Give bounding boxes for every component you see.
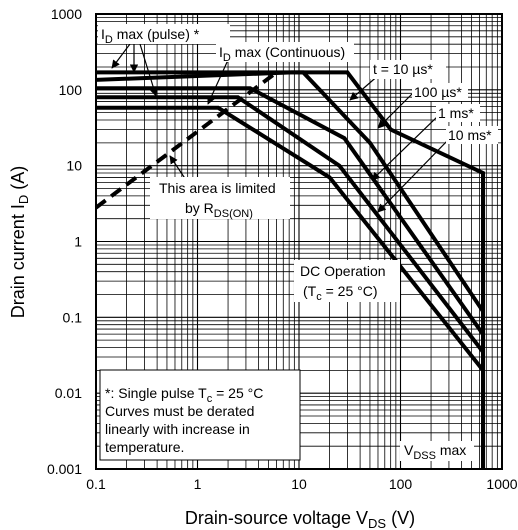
y-tick-label: 1000: [51, 6, 82, 22]
note-line2: Curves must be derated: [105, 403, 254, 419]
label-dc-line1: DC Operation: [300, 263, 386, 279]
note-line1-a: *: Single pulse T: [105, 385, 207, 401]
arrow-1ms: [371, 115, 439, 181]
label-id-pulse-main: I: [101, 26, 105, 42]
arrow-id-pulse-3: [139, 43, 158, 97]
label-id-cont: ID max (Continuous): [219, 44, 345, 64]
label-dc-line2: (Tc = 25 °C): [303, 283, 378, 303]
x-axis-title: Drain-source voltage VDS (V): [185, 508, 415, 530]
series-lines: [94, 70, 485, 469]
x-tick-label: 100: [389, 476, 413, 492]
label-vdss-sub: DSS: [413, 450, 436, 462]
arrow-10ms: [377, 137, 451, 213]
y-tick-labels: 0.001 0.01 0.1 1 10 100 1000: [47, 6, 82, 477]
label-vdss: VDSS max: [404, 442, 466, 462]
label-bg-id-cont: [216, 42, 354, 62]
series-line-5: [96, 105, 485, 469]
x-tick-label: 1000: [486, 476, 517, 492]
label-dc-line2-sub: c: [316, 291, 322, 303]
arrow-id-pulse-1: [111, 43, 131, 69]
y-axis-title-sub: D: [16, 195, 31, 204]
note-line1: *: Single pulse Tc = 25 °C: [105, 385, 263, 405]
note-line1-b: = 25 °C: [212, 385, 263, 401]
label-id-pulse-rest: max (pulse) *: [113, 26, 200, 42]
label-bg-id-pulse: [98, 24, 230, 44]
label-id-cont-rest: max (Continuous): [231, 44, 345, 60]
label-bg-dc: [294, 260, 400, 302]
label-bg-t100us: [412, 83, 468, 101]
note-line4: temperature.: [105, 439, 184, 455]
label-dc-line2-open: (T: [303, 283, 317, 299]
y-tick-label: 1: [74, 234, 82, 250]
y-tick-label: 0.01: [55, 385, 82, 401]
label-id-cont-sub: D: [223, 52, 231, 64]
y-tick-label: 0.001: [47, 461, 82, 477]
label-id-cont-main: I: [219, 44, 223, 60]
note-line1-sub: c: [207, 393, 213, 405]
label-area-line2-main: by R: [185, 200, 214, 216]
label-area-line2-sub: DS(ON): [214, 208, 253, 220]
label-bg-t10ms: [446, 126, 498, 144]
plot-frame: [95, 13, 503, 470]
y-tick-label: 100: [59, 82, 83, 98]
label-id-pulse-sub: D: [105, 34, 113, 46]
arrow-100us: [377, 93, 413, 129]
label-bg-t1ms: [436, 104, 480, 122]
label-t1ms: 1 ms*: [438, 105, 474, 121]
y-axis-title: Drain current ID (A): [8, 166, 31, 318]
label-vdss-rest: max: [436, 442, 466, 458]
annotations: ID max (pulse) * ID max (Continuous) t =…: [98, 24, 498, 462]
label-t10us: t = 10 µs*: [373, 61, 433, 77]
x-tick-label: 1: [194, 476, 202, 492]
label-bg-vdss: [400, 441, 474, 461]
y-tick-label: 10: [66, 158, 82, 174]
label-dc-line2-rest: = 25 °C): [322, 283, 378, 299]
x-axis-title-unit: (V): [386, 508, 415, 528]
note-box: [99, 369, 301, 461]
x-tick-label: 0.1: [86, 476, 106, 492]
label-t10ms: 10 ms*: [448, 127, 492, 143]
x-tick-labels: 0.1 1 10 100 1000: [86, 476, 518, 492]
label-id-pulse: ID max (pulse) *: [101, 26, 200, 46]
label-t100us: 100 µs*: [414, 84, 462, 100]
y-axis-title-unit: (A): [8, 166, 28, 195]
x-axis-title-sub: DS: [368, 516, 386, 530]
label-area-line2: by RDS(ON): [185, 200, 253, 220]
y-tick-label: 0.1: [63, 309, 83, 325]
label-bg-t10us: [370, 60, 446, 79]
label-bg-area: [150, 177, 290, 219]
label-area-line1: This area is limited: [159, 180, 276, 196]
x-tick-label: 10: [291, 476, 307, 492]
arrow-id-continuous: [207, 59, 229, 105]
x-axis-title-main: Drain-source voltage V: [185, 508, 368, 528]
label-vdss-main: V: [404, 442, 414, 458]
y-axis-title-main: Drain current I: [8, 204, 28, 318]
note-line3: linearly with increase in: [105, 421, 250, 437]
